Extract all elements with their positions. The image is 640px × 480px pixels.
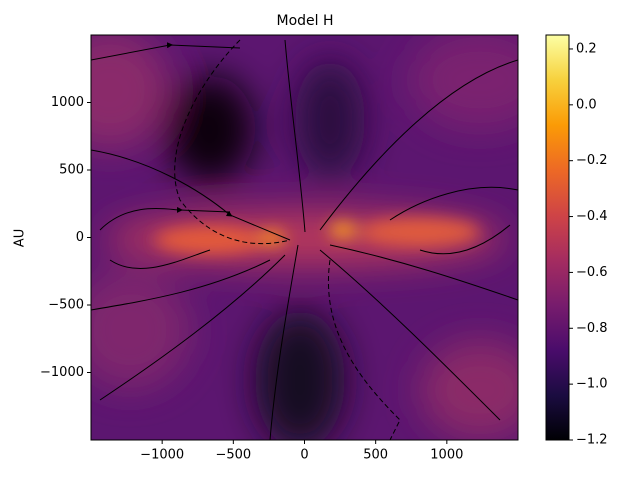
x-tick-label: −1000	[140, 448, 184, 463]
colorbar-tick-label: 0.0	[576, 97, 597, 112]
y-tick-label: −1000	[40, 365, 84, 380]
x-tick-label: 1000	[430, 448, 463, 463]
y-tick-label: 500	[59, 163, 84, 178]
streamline	[284, 39, 306, 233]
y-axis-label: AU	[13, 229, 28, 247]
field	[91, 35, 518, 440]
colorbar-tick-label: −0.2	[576, 153, 608, 168]
streamline	[419, 224, 511, 255]
y-tick-label: −500	[48, 298, 84, 313]
streamline	[269, 244, 299, 440]
colorbar-tick-label: −0.8	[576, 321, 608, 336]
streamline	[389, 186, 518, 221]
colorbar-tick-label: −0.6	[576, 265, 608, 280]
streamline	[91, 149, 291, 241]
field-blobs	[91, 35, 518, 440]
x-tick-label: −500	[215, 448, 251, 463]
y-tick-label: 1000	[51, 95, 84, 110]
x-tick-label: 0	[300, 448, 308, 463]
colorbar-tick-label: 0.2	[576, 41, 597, 56]
chart-title: Model H	[276, 13, 333, 29]
x-tick-label: 500	[363, 448, 388, 463]
streamline	[99, 206, 231, 231]
contour	[174, 39, 401, 440]
streamline	[319, 59, 518, 231]
colorbar-tick-label: −1.2	[576, 433, 608, 448]
colorbar-tick-label: −0.4	[576, 209, 608, 224]
streamline	[109, 249, 211, 269]
streamline	[329, 244, 518, 301]
streamline	[99, 254, 286, 401]
colorbar	[545, 34, 570, 441]
colorbar-tick-label: −1.0	[576, 377, 608, 392]
streamline	[91, 259, 271, 311]
streamline	[91, 42, 241, 61]
streamline	[319, 249, 501, 421]
y-tick-label: 0	[76, 230, 84, 245]
